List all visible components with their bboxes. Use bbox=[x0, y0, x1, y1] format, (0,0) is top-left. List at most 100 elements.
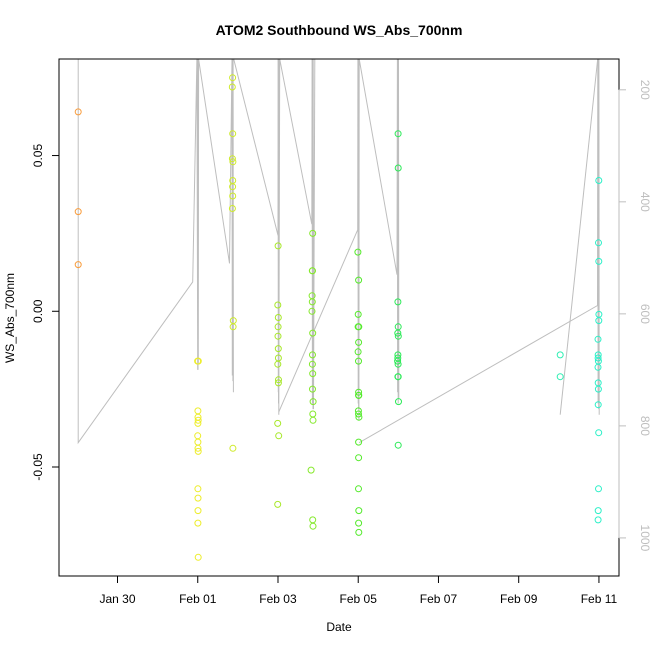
data-point bbox=[309, 370, 317, 378]
data-point bbox=[394, 298, 402, 306]
data-point bbox=[308, 307, 316, 315]
data-point bbox=[274, 301, 282, 309]
data-points bbox=[74, 74, 603, 561]
data-point bbox=[354, 323, 362, 331]
data-point bbox=[194, 553, 202, 561]
data-point bbox=[355, 438, 363, 446]
data-point bbox=[594, 516, 602, 524]
data-point bbox=[309, 522, 317, 530]
data-point bbox=[594, 335, 602, 343]
data-point bbox=[229, 74, 237, 82]
data-point bbox=[274, 360, 282, 368]
data-point bbox=[194, 419, 202, 427]
data-point bbox=[274, 379, 282, 387]
data-point bbox=[194, 494, 202, 502]
y-tick-label: 0.05 bbox=[31, 144, 45, 168]
data-point bbox=[194, 432, 202, 440]
data-point bbox=[194, 357, 202, 365]
data-point bbox=[309, 516, 317, 524]
data-point bbox=[274, 500, 282, 508]
data-point bbox=[308, 360, 316, 368]
data-point bbox=[309, 351, 316, 359]
data-point bbox=[594, 363, 602, 371]
data-point bbox=[355, 485, 362, 493]
data-point bbox=[274, 332, 282, 340]
data-point bbox=[74, 208, 82, 216]
data-point bbox=[74, 108, 82, 116]
data-point bbox=[194, 438, 202, 446]
data-point bbox=[394, 164, 402, 172]
data-point bbox=[309, 267, 316, 275]
data-point bbox=[274, 419, 282, 427]
x-axis-label: Date bbox=[326, 620, 352, 634]
x-tick-label: Feb 05 bbox=[340, 592, 378, 606]
data-point bbox=[394, 360, 402, 368]
data-point bbox=[229, 323, 237, 331]
data-point bbox=[594, 354, 602, 362]
y2-tick-label: 400 bbox=[638, 192, 650, 212]
y-axis: -0.05 0.00 0.05 bbox=[31, 144, 60, 481]
data-point bbox=[309, 398, 317, 406]
y2-tick-label: 200 bbox=[638, 80, 650, 100]
x-tick-label: Feb 03 bbox=[259, 592, 297, 606]
data-point bbox=[394, 329, 402, 337]
x-tick-label: Feb 07 bbox=[420, 592, 458, 606]
data-point bbox=[194, 444, 202, 452]
data-point bbox=[229, 158, 237, 166]
data-point bbox=[355, 276, 363, 284]
data-point bbox=[355, 391, 363, 399]
data-point bbox=[194, 447, 202, 455]
data-point bbox=[594, 385, 602, 393]
data-point bbox=[274, 345, 282, 353]
data-point bbox=[355, 528, 363, 536]
data-point bbox=[354, 348, 362, 356]
data-point bbox=[194, 507, 202, 515]
data-point bbox=[228, 83, 236, 91]
data-point bbox=[595, 257, 603, 265]
data-point bbox=[308, 298, 316, 306]
profile-line-1 bbox=[77, 59, 234, 445]
data-point bbox=[355, 338, 363, 346]
data-point bbox=[309, 329, 317, 337]
y2-tick-label: 600 bbox=[638, 304, 650, 324]
data-point bbox=[354, 248, 362, 256]
x-tick-label: Jan 30 bbox=[99, 592, 135, 606]
data-point bbox=[229, 183, 237, 191]
profile-line-2 bbox=[233, 59, 316, 415]
data-point bbox=[394, 373, 402, 381]
plot-frame bbox=[58, 58, 620, 577]
y-tick-label: 0.00 bbox=[31, 299, 45, 323]
data-point bbox=[594, 401, 602, 409]
data-point bbox=[194, 416, 202, 424]
data-point bbox=[309, 385, 316, 393]
y2-tick-label: 1000 bbox=[638, 525, 650, 552]
data-point bbox=[275, 432, 283, 440]
profile-line-5 bbox=[559, 59, 599, 415]
data-point bbox=[307, 466, 315, 474]
y-tick-label: -0.05 bbox=[31, 453, 45, 481]
data-point bbox=[355, 410, 362, 418]
data-point bbox=[355, 454, 363, 462]
data-point bbox=[74, 261, 82, 269]
data-point bbox=[595, 239, 602, 247]
data-point bbox=[228, 205, 236, 212]
data-point bbox=[355, 357, 362, 365]
data-point bbox=[309, 229, 317, 237]
y-axis-label: WS_Abs_700nm bbox=[3, 273, 17, 363]
data-point bbox=[229, 192, 237, 200]
data-point bbox=[228, 155, 236, 163]
data-point bbox=[274, 323, 282, 331]
data-point bbox=[229, 444, 237, 452]
data-point bbox=[394, 332, 402, 340]
data-point bbox=[274, 314, 282, 321]
x-tick-label: Feb 11 bbox=[581, 592, 618, 606]
x-tick-label: Feb 01 bbox=[179, 592, 217, 606]
data-point bbox=[194, 485, 202, 493]
profile-line-3 bbox=[278, 59, 400, 421]
data-point bbox=[594, 507, 602, 515]
data-point bbox=[355, 507, 363, 515]
data-point bbox=[194, 519, 202, 527]
data-point bbox=[309, 416, 317, 424]
data-point bbox=[354, 310, 362, 318]
